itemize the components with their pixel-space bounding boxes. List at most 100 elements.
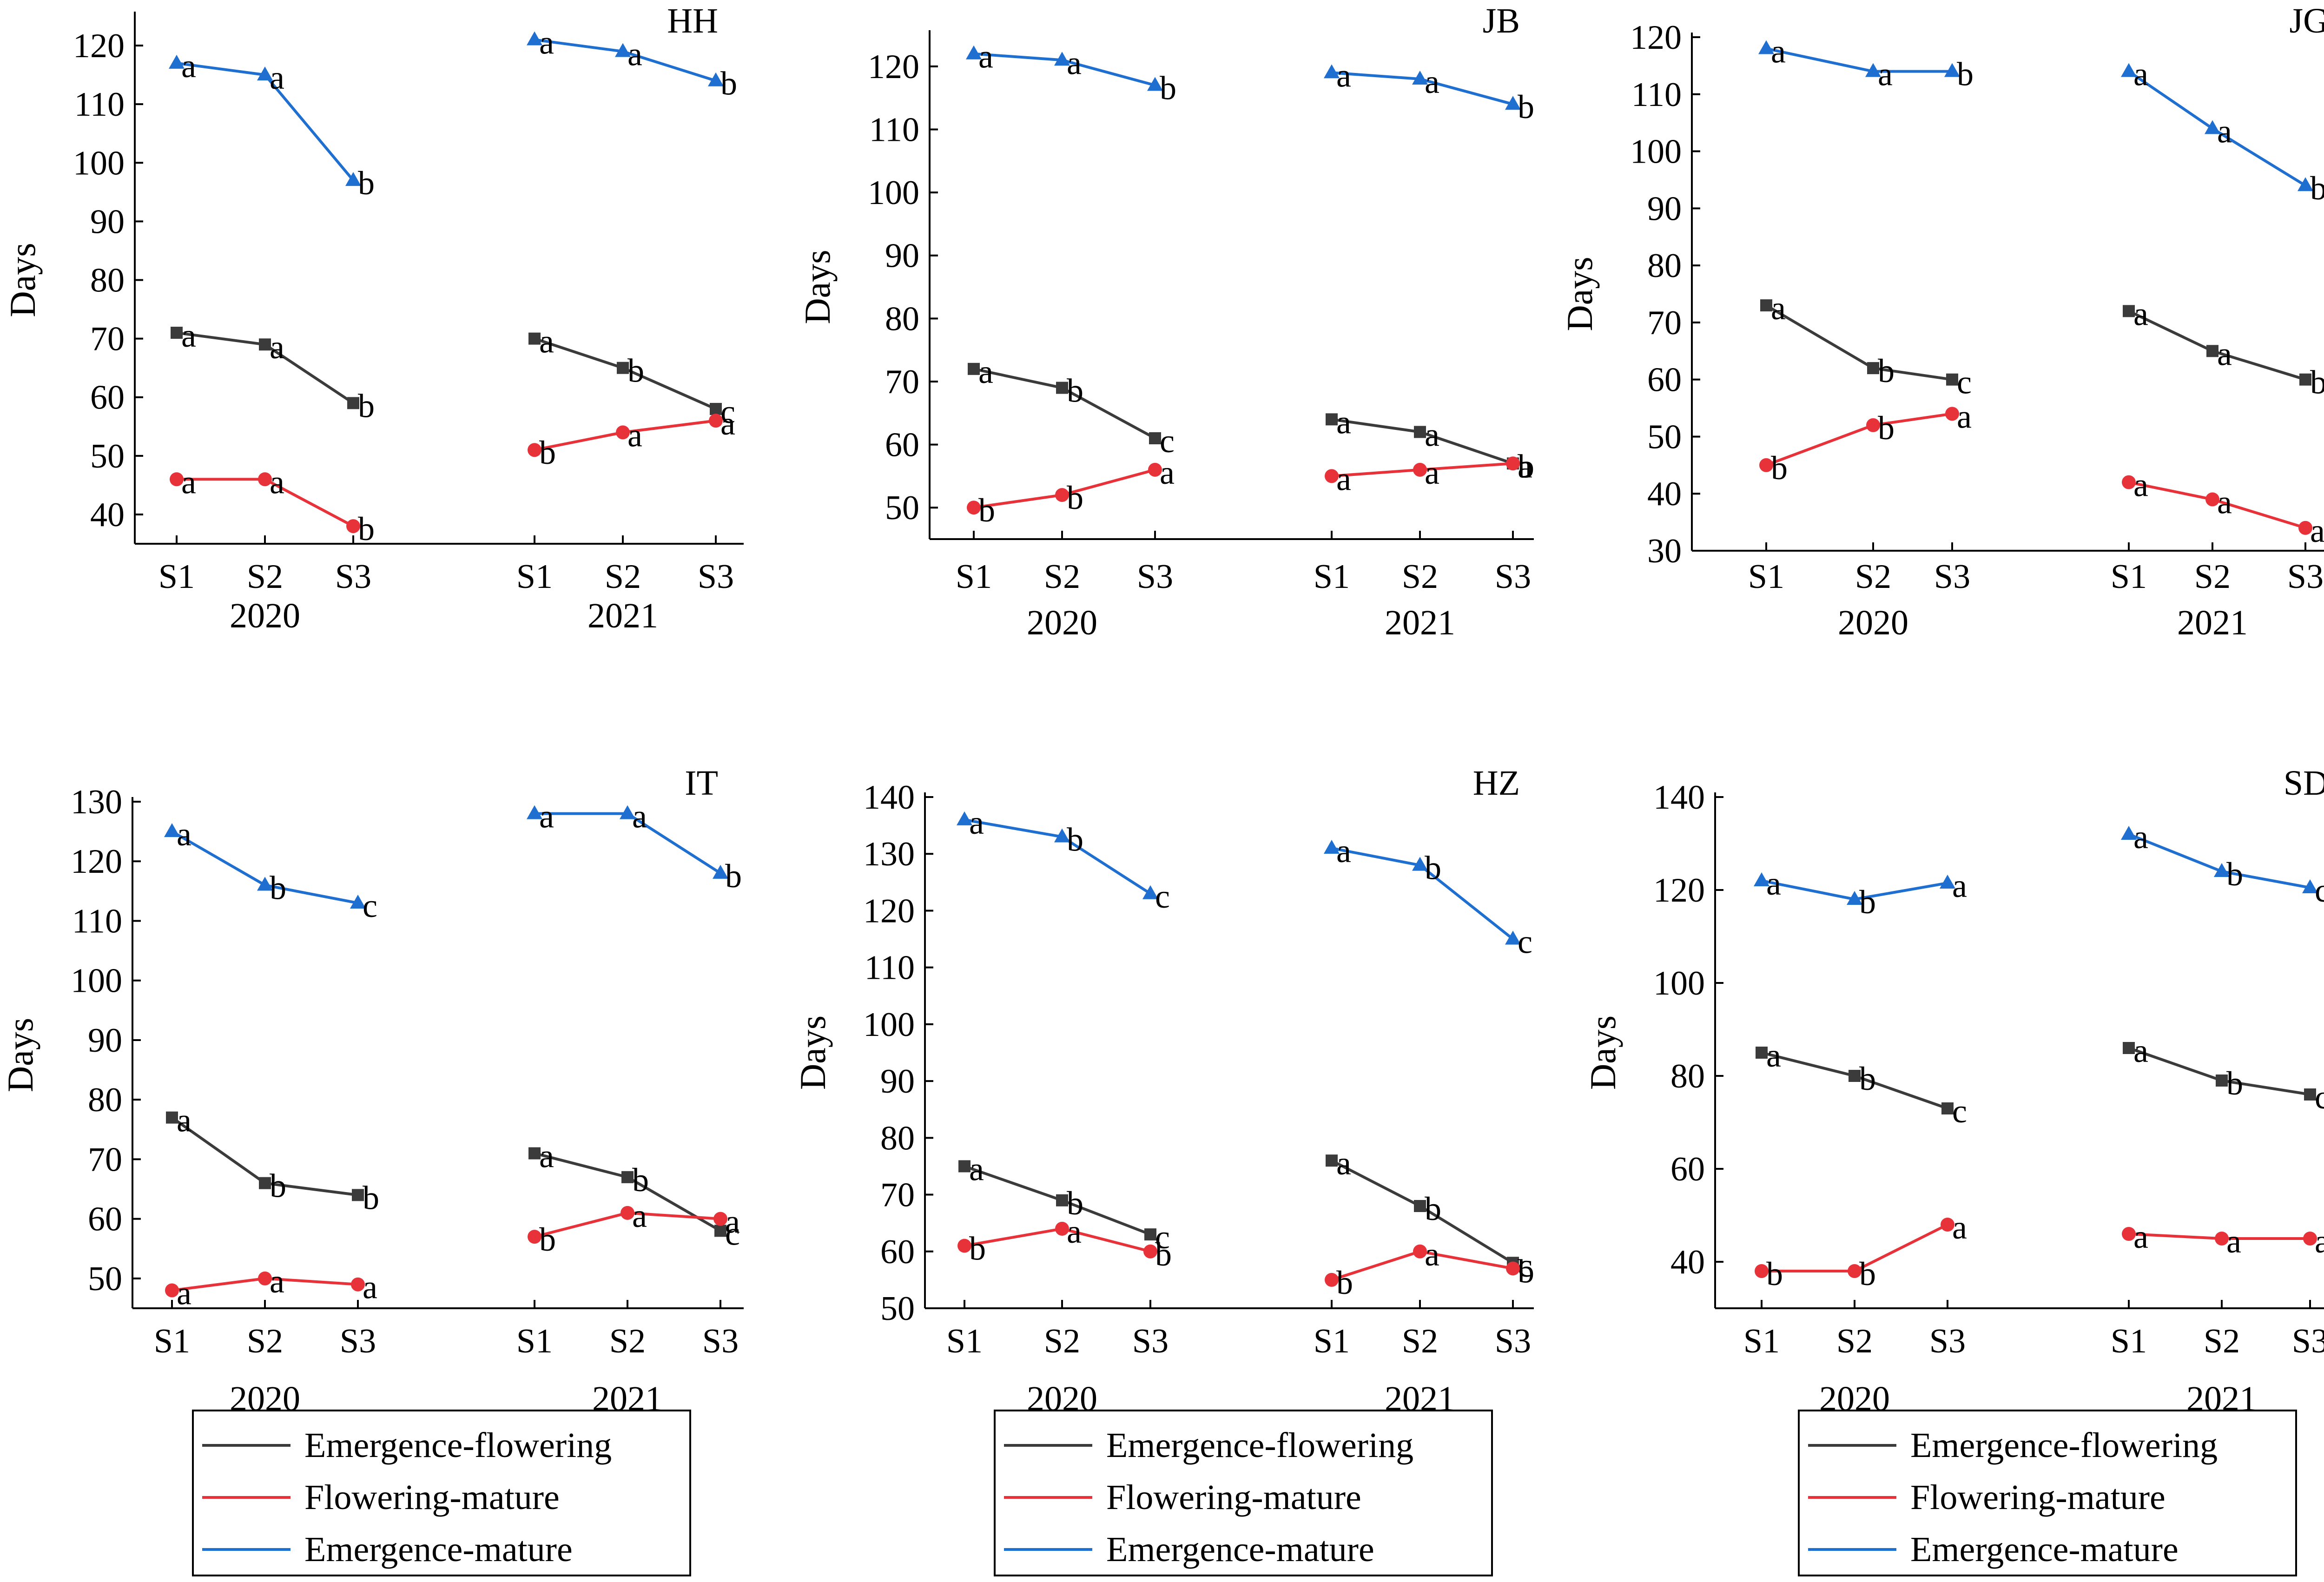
legend-1: Emergence-flowering Flowering-mature Emerg… [192, 1410, 691, 1576]
x-tick-label: S2 [609, 1322, 646, 1360]
x-tick-label: S2 [1044, 558, 1080, 596]
x-tick-label: S3 [702, 1322, 739, 1360]
series-line-fm-2020 [177, 478, 354, 527]
data-point-fm [967, 501, 981, 515]
significance-label: a [627, 36, 642, 73]
y-tick-label: 70 [88, 1140, 122, 1179]
significance-label: a [1766, 865, 1781, 902]
data-point-em [1324, 840, 1340, 854]
legend-label-ef: Emergence-flowering [304, 1426, 612, 1465]
significance-label: b [270, 1167, 286, 1205]
data-point-em [1505, 96, 1521, 110]
significance-label: b [1518, 448, 1534, 485]
data-point-fm [2215, 1232, 2229, 1246]
data-point-ef [1326, 1154, 1338, 1167]
data-point-fm [1325, 469, 1339, 483]
data-point-ef [528, 1147, 541, 1160]
y-tick-label: 40 [1647, 475, 1682, 513]
data-point-fm [709, 414, 723, 428]
x-tick-label: S3 [340, 1322, 376, 1360]
x-tick-label: S1 [946, 1322, 983, 1360]
legend-label-ef: Emergence-flowering [1106, 1426, 1413, 1465]
data-point-fm [528, 1230, 541, 1244]
significance-label: b [270, 870, 286, 907]
data-point-em [1847, 891, 1862, 905]
y-tick-label: 90 [885, 237, 919, 275]
y-tick-label: 60 [90, 379, 125, 417]
y-axis-label: Days [2, 243, 43, 317]
significance-label: b [363, 1179, 379, 1216]
significance-label: c [363, 887, 377, 924]
data-point-ef [352, 1189, 364, 1201]
significance-label: a [2217, 112, 2232, 150]
significance-label: c [2315, 1079, 2324, 1116]
significance-label: b [1518, 88, 1534, 125]
x-tick-label: S1 [956, 558, 992, 596]
x-tick-label: S2 [2194, 558, 2231, 596]
data-point-ef [1867, 362, 1879, 375]
data-point-em [345, 172, 361, 186]
significance-label: a [2133, 1032, 2148, 1069]
chart-title: SD [2284, 764, 2324, 803]
data-point-em [957, 811, 972, 825]
x-tick-label: S2 [1044, 1322, 1080, 1360]
data-point-ef [1756, 1047, 1768, 1059]
significance-label: a [2133, 1218, 2148, 1255]
data-point-em [257, 66, 273, 81]
significance-label: a [1878, 56, 1893, 93]
y-tick-label: 130 [71, 783, 122, 821]
significance-label: a [978, 353, 993, 390]
legend-label-em: Emergence-mature [304, 1530, 573, 1569]
y-tick-label: 110 [865, 949, 915, 987]
series-line-ef-2021 [2128, 1047, 2311, 1096]
y-tick-label: 100 [71, 962, 122, 1000]
series-line-em-2020 [171, 830, 358, 904]
y-tick-label: 30 [1647, 532, 1682, 570]
legend-label-fm: Flowering-mature [304, 1478, 560, 1517]
data-point-ef [2206, 345, 2218, 357]
legend-label-em: Emergence-mature [1106, 1530, 1374, 1569]
data-point-em [1758, 40, 1774, 54]
significance-label: a [632, 798, 647, 835]
significance-label: b [969, 1230, 986, 1267]
data-point-fm [957, 1239, 971, 1253]
significance-label: a [181, 47, 196, 85]
data-point-ef [958, 1160, 971, 1173]
x-tick-label: S1 [516, 558, 553, 596]
x-tick-label: S3 [1929, 1322, 1966, 1360]
x-tick-label: S2 [1402, 558, 1438, 596]
y-tick-label: 50 [885, 489, 919, 527]
significance-label: a [1425, 63, 1439, 100]
significance-label: a [2133, 467, 2148, 504]
chart-title: JG [2290, 1, 2324, 40]
significance-label: a [177, 1275, 191, 1312]
data-point-em [1324, 64, 1340, 79]
y-tick-label: 60 [88, 1200, 122, 1239]
significance-label: a [627, 416, 642, 454]
significance-label: a [2133, 818, 2148, 856]
significance-label: b [2310, 364, 2324, 401]
data-point-ef [1326, 413, 1338, 426]
series-line-em-2020 [964, 818, 1151, 895]
significance-label: b [1067, 479, 1083, 516]
significance-label: b [1859, 1060, 1876, 1097]
data-point-ef [528, 332, 541, 345]
chart-title: JB [1483, 1, 1520, 40]
y-tick-label: 90 [88, 1022, 122, 1060]
chart-title: IT [685, 764, 718, 803]
significance-label: a [1067, 44, 1082, 81]
series-line-ef-2020 [973, 367, 1156, 440]
data-point-em [2121, 63, 2137, 77]
significance-label: b [1336, 1264, 1353, 1301]
x-tick-label: S3 [1495, 558, 1531, 596]
data-point-ef [171, 327, 183, 339]
significance-label: a [1771, 290, 1786, 327]
y-tick-label: 120 [71, 843, 122, 881]
data-point-em [1865, 63, 1881, 77]
y-tick-label: 50 [90, 437, 125, 475]
data-point-em [1142, 885, 1158, 899]
y-tick-label: 110 [869, 111, 919, 149]
y-tick-label: 80 [1670, 1057, 1705, 1095]
